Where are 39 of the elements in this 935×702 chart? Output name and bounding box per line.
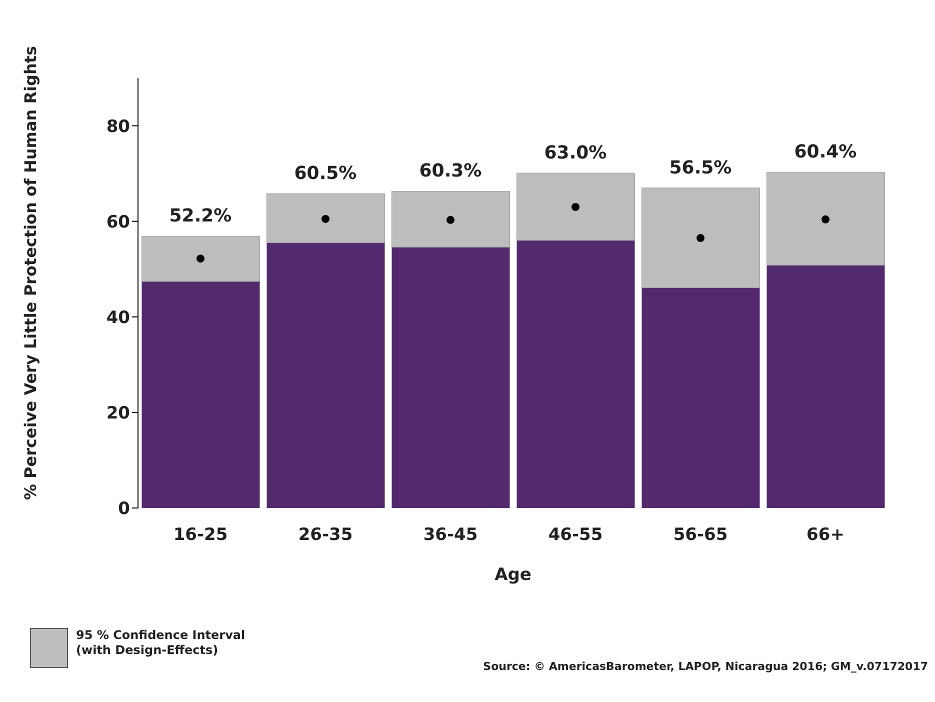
data-label: 52.2% xyxy=(169,206,232,227)
bar xyxy=(516,240,635,508)
point xyxy=(196,254,204,263)
bar xyxy=(266,242,385,508)
x-tick-label: 26-35 xyxy=(298,525,353,546)
x-tick-label: 36-45 xyxy=(423,525,478,546)
y-tick-label: 60 xyxy=(106,212,130,232)
y-tick-label: 20 xyxy=(106,403,130,424)
bar xyxy=(642,288,760,508)
x-tick-label: 46-55 xyxy=(548,525,603,546)
point xyxy=(446,216,454,224)
source-note: Source: © AmericasBarometer, LAPOP, Nicaragua 2016; GM_v.07172017 xyxy=(483,660,928,673)
data-label: 56.5% xyxy=(669,157,732,178)
data-label: 60.4% xyxy=(794,142,857,163)
bar xyxy=(142,282,260,508)
y-tick-label: 40 xyxy=(106,308,130,328)
bar xyxy=(766,265,885,508)
point xyxy=(322,214,330,223)
y-tick-label: 0 xyxy=(118,499,130,520)
bar xyxy=(766,172,885,266)
point xyxy=(696,234,704,242)
data-label: 60.5% xyxy=(294,163,357,184)
text: 95 % Confidence Interval (with Design-Effects) xyxy=(76,628,246,658)
x-tick-label: 66+ xyxy=(806,525,844,546)
data-label: 63.0% xyxy=(544,142,607,164)
bar xyxy=(142,236,260,282)
bar xyxy=(642,188,760,288)
data-label: 60.3% xyxy=(419,160,482,182)
point xyxy=(822,215,830,224)
x-tick-label: 56-65 xyxy=(673,525,728,546)
x-axis-title: Age xyxy=(494,565,532,585)
bar xyxy=(392,190,510,248)
bar xyxy=(516,172,635,241)
bar xyxy=(392,247,510,508)
point xyxy=(572,203,580,211)
x-tick-label: 16-25 xyxy=(173,525,228,546)
y-axis-title: % Perceive Very Little Protection of Human Rights xyxy=(21,46,40,500)
bar xyxy=(266,193,385,244)
y-tick-label: 80 xyxy=(106,116,130,137)
